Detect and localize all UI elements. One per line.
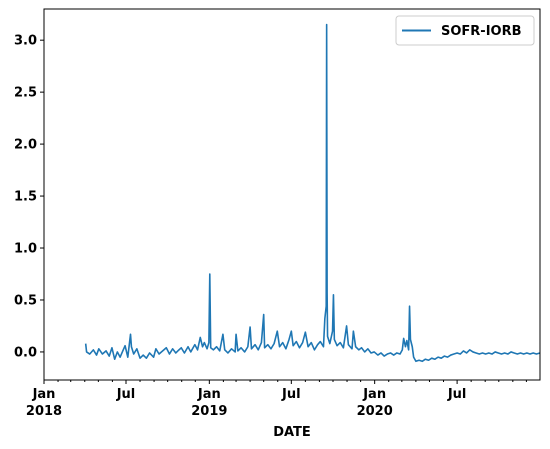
series-line [84,23,541,363]
x-tick-label: Jul [447,387,467,402]
y-tick-label: 2.0 [14,138,37,153]
x-tick-year-label: 2020 [357,404,393,419]
x-tick-year-label: 2019 [191,404,227,419]
x-tick-year-label: 2018 [26,404,62,419]
x-axis-title: DATE [273,425,311,440]
y-tick-label: 3.0 [14,34,37,49]
x-tick-label: Jan [197,387,221,402]
x-tick-label: Jan [32,387,56,402]
x-tick-label: Jul [116,387,136,402]
legend-label: SOFR-IORB [441,24,522,39]
plot-area [84,23,541,363]
y-tick-label: 0.5 [14,293,37,308]
y-tick-label: 1.0 [14,242,37,257]
legend: SOFR-IORB [395,15,535,46]
y-tick-label: 1.5 [14,190,37,205]
axes-frame [43,8,541,381]
legend-box [395,15,535,46]
y-tick-label: 2.5 [14,86,37,101]
x-tick-label: Jan [362,387,386,402]
y-tick-label: 0.0 [14,345,37,360]
x-tick-label: Jul [281,387,301,402]
y-axis: 0.0 0.5 1.0 1.5 2.0 2.5 3.0 [14,34,44,360]
